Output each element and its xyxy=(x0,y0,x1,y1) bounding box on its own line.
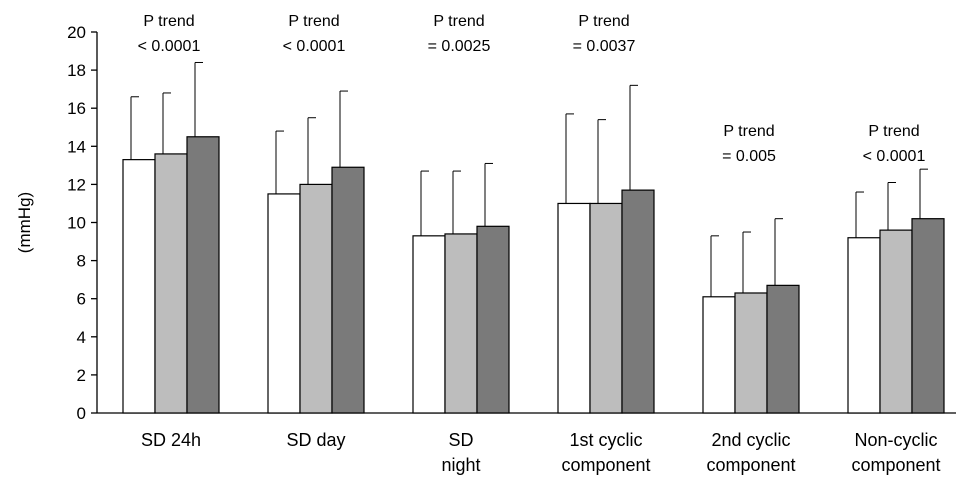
bars xyxy=(122,61,945,414)
category-label: 2nd cyclic xyxy=(711,430,790,450)
y-tick-label: 6 xyxy=(77,290,86,309)
y-tick-label: 20 xyxy=(67,23,86,42)
y-tick-label: 0 xyxy=(77,404,86,423)
y-tick-label: 8 xyxy=(77,252,86,271)
bar xyxy=(299,183,333,414)
category-label: component xyxy=(561,455,650,475)
bar xyxy=(122,159,156,414)
y-tick-label: 10 xyxy=(67,214,86,233)
p-trend-label: P trend xyxy=(723,123,774,140)
y-tick-label: 2 xyxy=(77,366,86,385)
p-trend-label: P trend xyxy=(288,13,339,30)
bar xyxy=(476,225,510,414)
bar xyxy=(879,229,913,414)
bar xyxy=(589,202,623,414)
p-trend-label: = 0.0037 xyxy=(573,38,636,55)
category-label: Non-cyclic xyxy=(854,430,937,450)
axes: 0 2 4 6 8 10 12 14 16 18 20 (mmHg) xyxy=(15,23,956,423)
p-trend-label: < 0.0001 xyxy=(283,38,346,55)
bar xyxy=(911,218,945,414)
y-tick-label: 12 xyxy=(67,175,86,194)
bar xyxy=(847,237,881,414)
p-trend-label: < 0.0001 xyxy=(138,38,201,55)
category-label: SD day xyxy=(286,430,345,450)
bar xyxy=(154,153,188,414)
bar xyxy=(766,284,800,414)
category-label: component xyxy=(706,455,795,475)
category-label: night xyxy=(441,455,480,475)
bar xyxy=(267,193,301,414)
p-trend-label: P trend xyxy=(433,13,484,30)
category-label: 1st cyclic xyxy=(569,430,642,450)
p-trend-label: P trend xyxy=(143,13,194,30)
category-label: SD 24h xyxy=(141,430,201,450)
p-trend-label: = 0.0025 xyxy=(428,38,491,55)
y-tick-label: 4 xyxy=(77,328,86,347)
bar xyxy=(734,292,768,414)
category-label: component xyxy=(851,455,940,475)
labels: SD 24h P trend < 0.0001 SD day P trend < 0.00… xyxy=(138,13,941,475)
y-tick-label: 16 xyxy=(67,99,86,118)
bar xyxy=(621,189,655,414)
bar xyxy=(412,235,446,414)
p-trend-label: = 0.005 xyxy=(722,148,776,165)
bar xyxy=(331,166,365,414)
p-trend-label: < 0.0001 xyxy=(863,148,926,165)
bar xyxy=(444,233,478,414)
p-trend-label: P trend xyxy=(578,13,629,30)
bar xyxy=(186,136,220,414)
y-tick-label: 14 xyxy=(67,137,86,156)
p-trend-label: P trend xyxy=(868,123,919,140)
bar xyxy=(557,202,591,414)
y-axis-title: (mmHg) xyxy=(15,192,34,253)
y-tick-label: 18 xyxy=(67,61,86,80)
bar xyxy=(702,296,736,414)
category-label: SD xyxy=(448,430,473,450)
